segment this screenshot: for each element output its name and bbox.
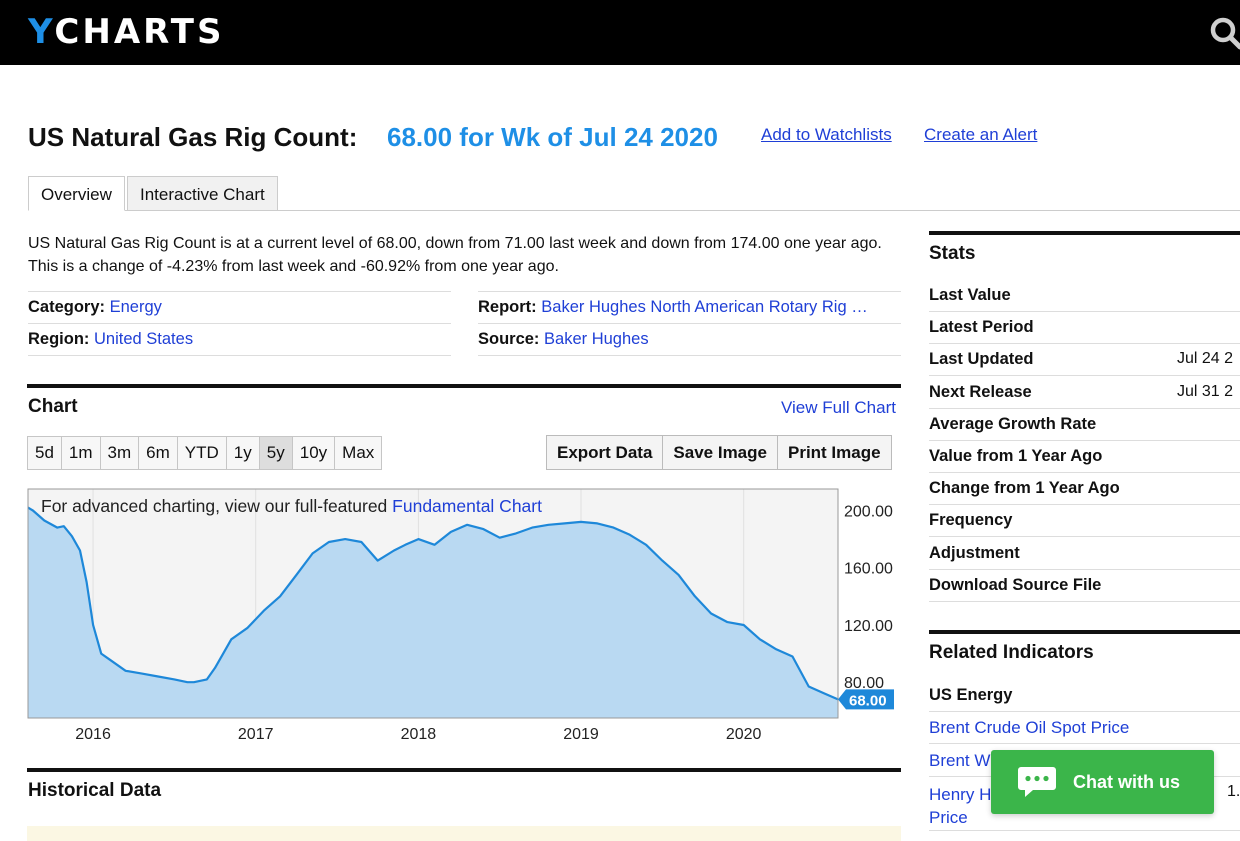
stat-label: Next Release xyxy=(929,382,1032,401)
top-navigation-bar: YCHARTS xyxy=(0,0,1240,65)
chart-series-line xyxy=(27,506,839,701)
stat-label: Download Source File xyxy=(929,575,1102,594)
meta-divider xyxy=(478,291,901,292)
chart-x-tick-label: 2019 xyxy=(563,726,599,743)
chart-x-tick-label: 2017 xyxy=(238,726,274,743)
range-1m-button[interactable]: 1m xyxy=(61,437,101,469)
export-data-button[interactable]: Export Data xyxy=(547,436,664,469)
range-10y-button[interactable]: 10y xyxy=(292,437,336,469)
chat-with-us-button[interactable]: Chat with us xyxy=(991,750,1214,814)
indicator-description: US Natural Gas Rig Count is at a current… xyxy=(28,235,882,275)
stat-row: Download Source File xyxy=(929,570,1240,602)
chart-actions: Export Data Save Image Print Image xyxy=(546,435,892,470)
range-5d-button[interactable]: 5d xyxy=(28,437,62,469)
stat-row: Frequency xyxy=(929,505,1240,538)
chart-section-title: Chart xyxy=(28,396,78,417)
stat-label: Change from 1 Year Ago xyxy=(929,479,1120,498)
view-full-chart-link[interactable]: View Full Chart xyxy=(781,398,896,417)
chart-area-fill xyxy=(28,507,838,718)
meta-source: Source: Baker Hughes xyxy=(478,324,901,356)
stat-label: Average Growth Rate xyxy=(929,414,1097,433)
chart-section-bar xyxy=(27,384,901,388)
range-max-button[interactable]: Max xyxy=(335,437,382,469)
stat-row: Latest Period xyxy=(929,312,1240,345)
stat-row: Next Release Jul 31 2 xyxy=(929,377,1240,409)
range-ytd-button[interactable]: YTD xyxy=(177,437,227,469)
stat-row: Change from 1 Year Ago xyxy=(929,473,1240,506)
related-item[interactable]: Brent Crude Oil Spot Price xyxy=(929,712,1240,744)
chart-x-tick-label: 2016 xyxy=(75,726,111,743)
stat-value: Jul 24 2 xyxy=(1177,350,1234,368)
create-alert-link[interactable]: Create an Alert xyxy=(924,125,1038,144)
chart-x-tick-label: 2020 xyxy=(726,726,762,743)
historical-section-bar xyxy=(27,768,901,772)
tab-overview[interactable]: Overview xyxy=(28,176,125,211)
stat-label: Latest Period xyxy=(929,318,1034,337)
print-image-button[interactable]: Print Image xyxy=(777,436,891,469)
chart-y-tick-label: 200.00 xyxy=(844,503,893,520)
tabs-divider xyxy=(28,210,1240,211)
meta-region: Region: United States xyxy=(28,324,451,356)
source-link[interactable]: Baker Hughes xyxy=(544,330,649,348)
historical-data-title: Historical Data xyxy=(28,780,162,801)
rig-count-chart: 200.00 160.00 120.00 80.00 2016 2017 2018 2019 2… xyxy=(27,488,894,743)
related-item[interactable]: Henry H Price xyxy=(929,777,1240,831)
stat-row: Adjustment xyxy=(929,538,1240,570)
stat-label: Last Value xyxy=(929,286,1011,304)
advanced-charting-note: For advanced charting, view our full-fea… xyxy=(41,496,542,516)
stat-row: Value from 1 Year Ago xyxy=(929,441,1240,473)
meta-report: Report: Baker Hughes North American Rota… xyxy=(478,292,901,324)
meta-divider xyxy=(28,291,451,292)
current-value-headline: 68.00 for Wk of Jul 24 2020 xyxy=(387,122,718,152)
range-5y-button[interactable]: 5y xyxy=(259,437,293,469)
range-6m-button[interactable]: 6m xyxy=(139,437,178,469)
stats-title: Stats xyxy=(929,243,976,264)
region-link[interactable]: United States xyxy=(94,330,194,348)
related-section-bar xyxy=(929,630,1240,634)
report-link[interactable]: Baker Hughes North American Rotary Rig … xyxy=(541,298,868,316)
chart-y-tick-label: 160.00 xyxy=(844,561,893,578)
chart-last-value-label: 68.00 xyxy=(849,692,887,709)
range-1y-button[interactable]: 1y xyxy=(226,437,260,469)
chat-bubble-icon xyxy=(1018,767,1056,797)
stat-label: Frequency xyxy=(929,511,1013,530)
stat-row: Average Growth Rate xyxy=(929,409,1240,441)
stat-row: Last Value xyxy=(929,280,1240,312)
stat-label: Value from 1 Year Ago xyxy=(929,447,1103,465)
stats-section-bar xyxy=(929,231,1240,235)
related-indicators-title: Related Indicators xyxy=(929,642,1094,663)
chart-x-tick-label: 2018 xyxy=(401,726,437,743)
fundamental-chart-link[interactable]: Fundamental Chart xyxy=(392,496,542,516)
range-3m-button[interactable]: 3m xyxy=(100,437,140,469)
chart-last-value-badge xyxy=(838,689,894,710)
search-icon[interactable] xyxy=(1209,16,1240,50)
tab-interactive-chart[interactable]: Interactive Chart xyxy=(127,176,278,211)
time-range-selector: 5d 1m 3m 6m YTD 1y 5y 10y Max xyxy=(27,436,383,470)
ycharts-logo[interactable]: YCHARTS xyxy=(28,12,225,52)
stat-label: Last Updated xyxy=(929,350,1034,369)
chart-frame xyxy=(27,488,839,719)
meta-category: Category: Energy xyxy=(28,292,451,324)
page-title: US Natural Gas Rig Count: xyxy=(28,122,358,152)
related-item-value: 1. xyxy=(1227,783,1240,800)
chart-y-tick-label: 80.00 xyxy=(844,675,884,692)
stat-row: Last Updated Jul 24 2 xyxy=(929,344,1240,377)
category-link[interactable]: Energy xyxy=(109,298,162,316)
save-image-button[interactable]: Save Image xyxy=(663,436,778,469)
historical-data-table xyxy=(27,826,901,841)
stat-value: Jul 31 2 xyxy=(1177,382,1234,400)
chat-label: Chat with us xyxy=(1073,772,1180,792)
related-group-us-energy: US Energy xyxy=(929,680,1240,712)
chart-y-tick-label: 120.00 xyxy=(844,618,893,635)
add-to-watchlists-link[interactable]: Add to Watchlists xyxy=(761,125,892,144)
stat-label: Adjustment xyxy=(929,543,1020,562)
